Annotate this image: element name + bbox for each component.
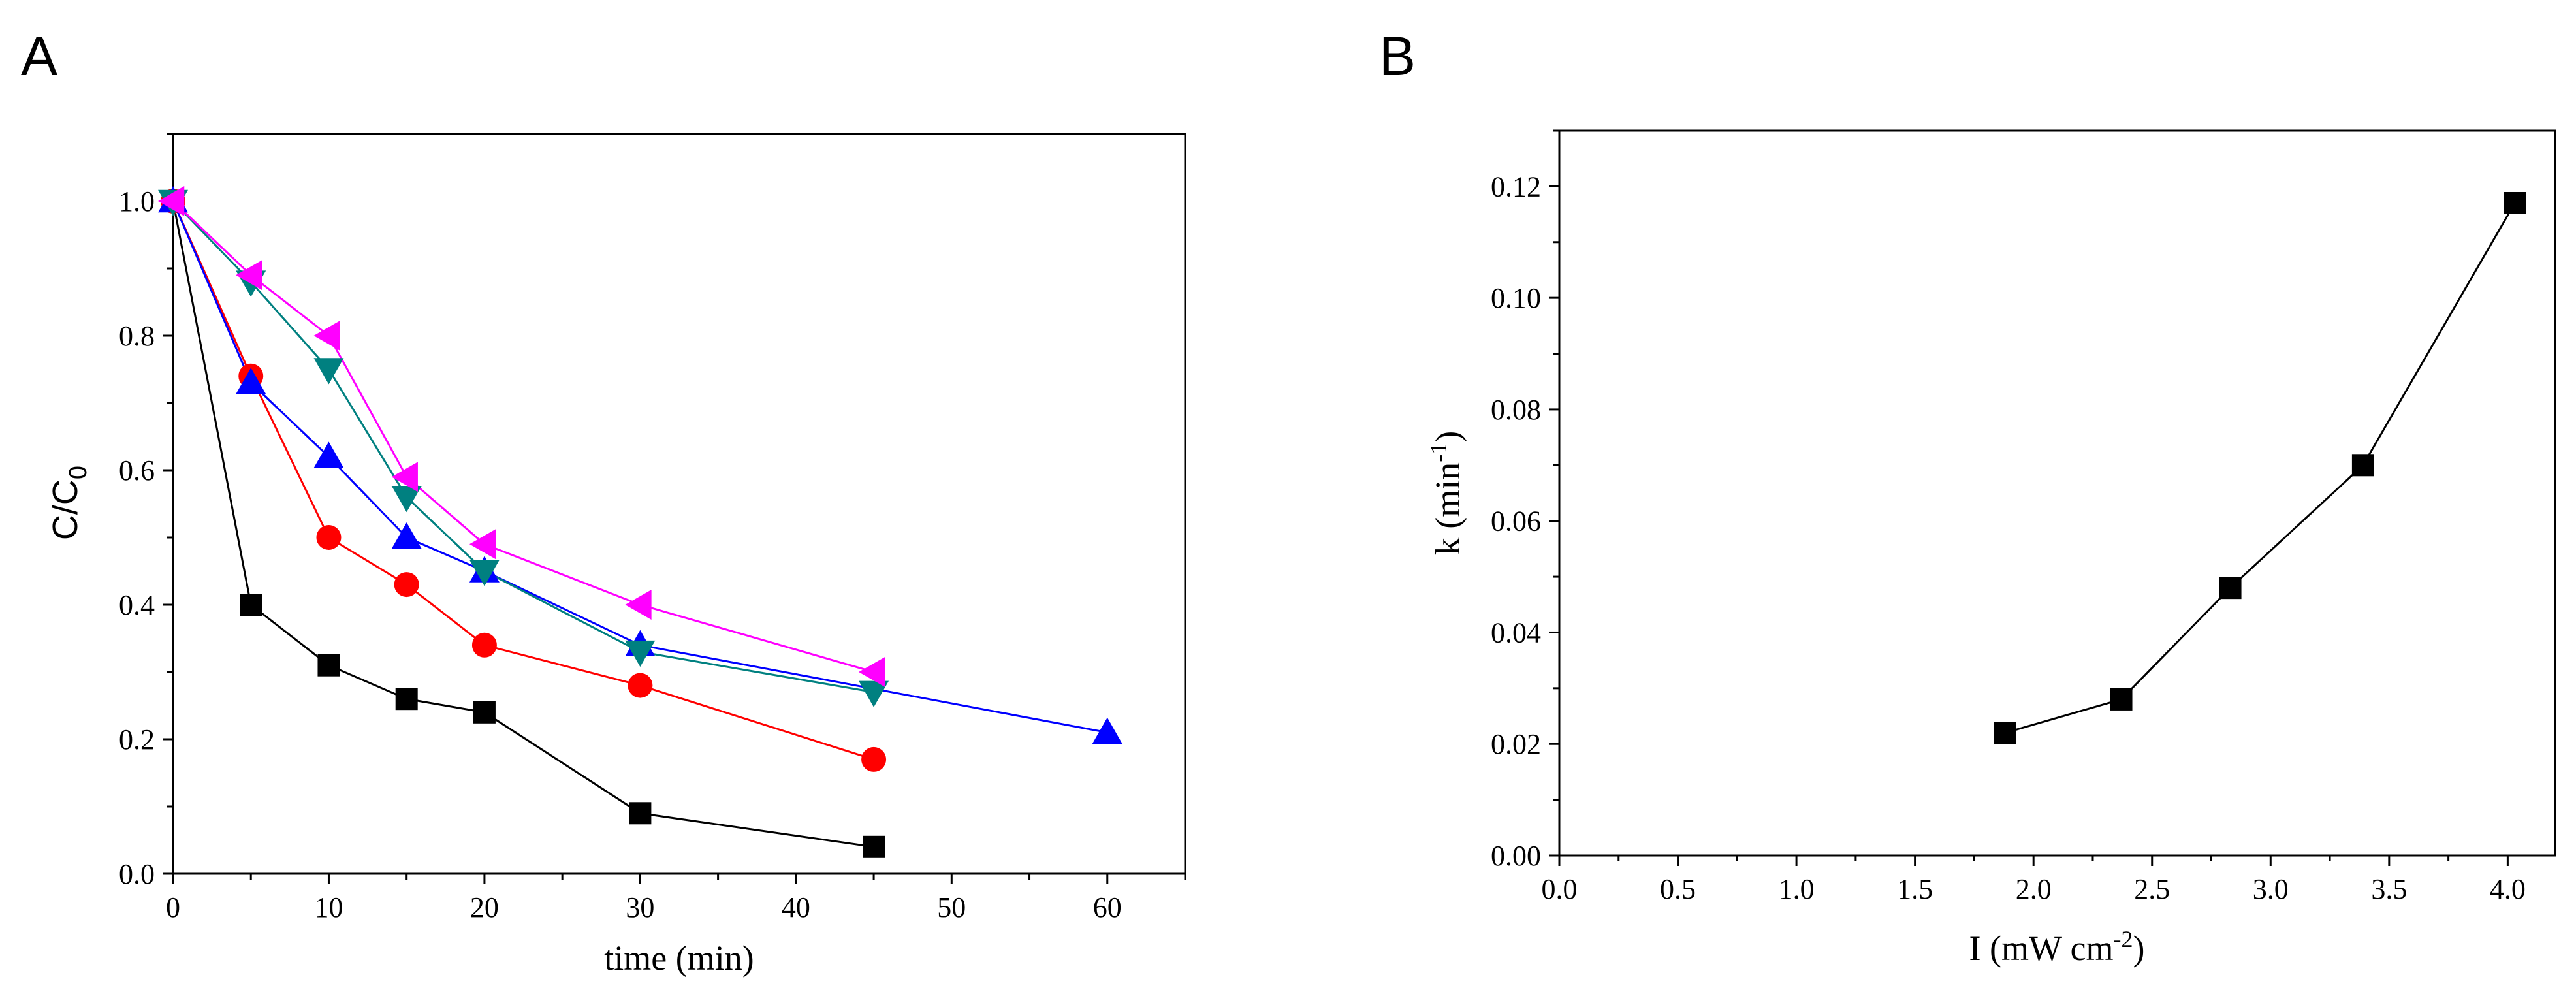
y-axis-title-a: C/C0	[46, 466, 92, 540]
plot-frame-b	[1558, 129, 2556, 857]
x-tick-label: 3.0	[2253, 873, 2289, 905]
data-point-red-circles	[471, 632, 497, 658]
series-line-red-circles	[172, 200, 874, 761]
series-line-teal-triangles-down	[172, 200, 874, 694]
data-point-k-vs-intensity	[2504, 192, 2526, 214]
x-axis-title-b-sup: -2	[2113, 926, 2133, 952]
data-point-black-squares	[473, 701, 496, 724]
data-point-black-squares	[629, 802, 652, 825]
y-axis-title-a-sub: 0	[65, 466, 92, 479]
y-tick-label: 0.8	[119, 320, 155, 352]
data-point-black-squares	[240, 594, 262, 616]
x-axis-title-b: I (mW cm-2)	[1969, 926, 2145, 968]
data-point-magenta-triangles-left	[859, 657, 885, 687]
data-point-blue-triangles	[313, 441, 344, 468]
data-point-red-circles	[861, 746, 887, 772]
series-a	[158, 186, 1122, 858]
data-point-blue-triangles	[236, 368, 266, 394]
data-point-k-vs-intensity	[2351, 454, 2374, 477]
y-tick-label: 0.06	[1491, 505, 1541, 537]
series-line-magenta-triangles-left	[172, 200, 874, 673]
panel-label-a: A	[21, 25, 57, 87]
y-tick-label: 0.00	[1491, 840, 1541, 872]
x-tick-label: 50	[937, 891, 966, 923]
data-point-red-circles	[628, 673, 653, 698]
data-point-teal-triangles-down	[469, 560, 500, 586]
data-point-red-circles	[394, 572, 419, 598]
y-tick-label: 0.4	[119, 589, 155, 621]
panel-label-b: B	[1379, 25, 1416, 87]
y-axis-title-b-sup: -1	[1425, 443, 1452, 462]
series-line-k-vs-intensity	[2005, 202, 2516, 734]
y-tick-label: 1.0	[119, 185, 155, 217]
y-tick-label: 0.04	[1491, 616, 1541, 648]
y-tick-label: 0.6	[119, 455, 155, 487]
data-point-magenta-triangles-left	[625, 590, 652, 620]
data-point-teal-triangles-down	[313, 358, 344, 385]
y-axis-title-a-main: C/C	[46, 479, 85, 540]
axis-ticks-b: 0.0 0.5 1.0 1.5 2.0 2.5 3.0 3.5 4.0 0.00 0.02 0.04 0…	[1491, 129, 2526, 905]
x-tick-label: 4.0	[2490, 873, 2526, 905]
x-tick-label: 20	[470, 891, 499, 923]
data-point-k-vs-intensity	[2219, 577, 2242, 600]
x-tick-label: 0	[166, 891, 180, 923]
x-tick-label: 2.5	[2134, 873, 2170, 905]
x-axis-title-b-end: )	[2133, 929, 2144, 968]
data-point-magenta-triangles-left	[236, 260, 262, 291]
data-point-magenta-triangles-left	[391, 462, 418, 492]
chart-a: 0 10 20 30 40 50 60 0.0 0.2 0.4 0.6 0.8 1.0 time (mi…	[46, 133, 1186, 978]
data-point-black-squares	[317, 654, 340, 677]
x-tick-label: 30	[626, 891, 654, 923]
y-tick-label: 0.0	[119, 858, 155, 890]
data-point-red-circles	[316, 525, 342, 550]
x-tick-label: 0.5	[1660, 873, 1696, 905]
series-b	[1994, 192, 2526, 744]
data-point-k-vs-intensity	[1994, 722, 2016, 744]
x-tick-label: 60	[1093, 891, 1122, 923]
y-tick-label: 0.10	[1491, 282, 1541, 314]
data-point-teal-triangles-down	[625, 640, 656, 667]
x-tick-label: 1.0	[1779, 873, 1815, 905]
chart-b: 0.0 0.5 1.0 1.5 2.0 2.5 3.0 3.5 4.0 0.00 0.02 0.04 0…	[1425, 129, 2556, 968]
x-axis-title-a: time (min)	[604, 938, 754, 978]
x-tick-label: 40	[782, 891, 810, 923]
x-tick-label: 2.0	[2016, 873, 2052, 905]
axis-ticks-a: 0 10 20 30 40 50 60 0.0 0.2 0.4 0.6 0.8 1.0	[119, 133, 1186, 923]
data-point-black-squares	[395, 688, 418, 711]
series-line-black-squares	[172, 200, 874, 848]
plot-frame-a	[172, 133, 1186, 875]
x-tick-label: 3.5	[2371, 873, 2407, 905]
data-point-blue-triangles	[391, 522, 422, 549]
data-point-magenta-triangles-left	[469, 529, 496, 560]
y-axis-title-b: k (min-1)	[1425, 431, 1467, 555]
data-point-magenta-triangles-left	[313, 321, 340, 351]
y-tick-label: 0.08	[1491, 394, 1541, 426]
data-point-k-vs-intensity	[2110, 688, 2133, 711]
x-tick-label: 0.0	[1542, 873, 1578, 905]
y-axis-title-b-end: )	[1428, 431, 1467, 443]
x-tick-label: 1.5	[1897, 873, 1933, 905]
x-tick-label: 10	[314, 891, 343, 923]
y-axis-title-b-main: k (min	[1428, 462, 1467, 556]
y-tick-label: 0.02	[1491, 728, 1541, 760]
data-point-teal-triangles-down	[391, 485, 422, 513]
y-tick-label: 0.12	[1491, 170, 1541, 202]
data-point-black-squares	[863, 835, 885, 858]
y-tick-label: 0.2	[119, 724, 155, 756]
data-point-teal-triangles-down	[859, 680, 889, 707]
data-point-blue-triangles	[1092, 717, 1122, 744]
x-axis-title-b-main: I (mW cm	[1969, 929, 2114, 968]
data-point-magenta-triangles-left	[158, 186, 185, 216]
